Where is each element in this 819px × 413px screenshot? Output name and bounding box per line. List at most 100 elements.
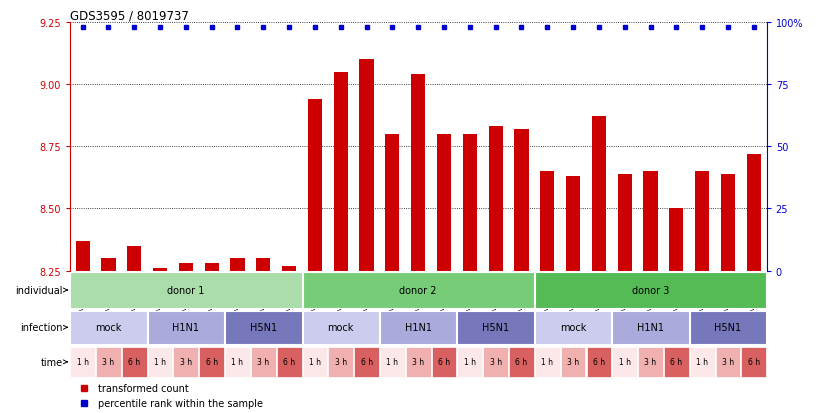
Bar bbox=[534, 273, 765, 308]
Text: 6 h: 6 h bbox=[206, 358, 218, 366]
Bar bbox=[643, 172, 657, 271]
Bar bbox=[307, 100, 322, 271]
Text: time: time bbox=[41, 357, 62, 367]
Bar bbox=[127, 246, 141, 271]
Text: 3 h: 3 h bbox=[489, 358, 501, 366]
Text: H1N1: H1N1 bbox=[405, 323, 431, 332]
Bar bbox=[276, 347, 301, 377]
Bar bbox=[153, 268, 167, 271]
Bar bbox=[302, 347, 327, 377]
Bar bbox=[462, 134, 477, 271]
Bar bbox=[437, 134, 450, 271]
Text: 1 h: 1 h bbox=[76, 358, 88, 366]
Text: 1 h: 1 h bbox=[386, 358, 398, 366]
Bar bbox=[204, 263, 219, 271]
Bar bbox=[282, 266, 296, 271]
Bar bbox=[122, 347, 147, 377]
Text: 3 h: 3 h bbox=[334, 358, 346, 366]
Text: donor 1: donor 1 bbox=[167, 285, 204, 295]
Text: 6 h: 6 h bbox=[360, 358, 372, 366]
Text: donor 2: donor 2 bbox=[399, 285, 437, 295]
Bar bbox=[560, 347, 585, 377]
Bar bbox=[586, 347, 610, 377]
Bar bbox=[302, 311, 378, 344]
Bar bbox=[488, 127, 502, 271]
Bar bbox=[637, 347, 662, 377]
Text: 1 h: 1 h bbox=[618, 358, 630, 366]
Bar bbox=[354, 347, 378, 377]
Text: 6 h: 6 h bbox=[283, 358, 295, 366]
Bar bbox=[540, 172, 554, 271]
Bar bbox=[689, 347, 713, 377]
Bar bbox=[102, 259, 115, 271]
Bar bbox=[379, 311, 456, 344]
Text: transformed count: transformed count bbox=[97, 382, 188, 393]
Bar bbox=[534, 311, 610, 344]
Bar bbox=[482, 347, 508, 377]
Bar bbox=[70, 273, 301, 308]
Text: donor 3: donor 3 bbox=[631, 285, 668, 295]
Bar bbox=[385, 134, 399, 271]
Bar bbox=[514, 129, 528, 271]
Bar bbox=[379, 347, 405, 377]
Text: 6 h: 6 h bbox=[128, 358, 140, 366]
Bar bbox=[251, 347, 275, 377]
Text: 1 h: 1 h bbox=[309, 358, 320, 366]
Bar bbox=[612, 311, 688, 344]
Bar bbox=[457, 311, 533, 344]
Text: H1N1: H1N1 bbox=[636, 323, 663, 332]
Text: 6 h: 6 h bbox=[515, 358, 527, 366]
Bar bbox=[75, 241, 89, 271]
Text: 1 h: 1 h bbox=[464, 358, 475, 366]
Bar bbox=[410, 75, 425, 271]
Text: 3 h: 3 h bbox=[179, 358, 192, 366]
Bar bbox=[70, 347, 95, 377]
Bar bbox=[225, 347, 250, 377]
Bar bbox=[509, 347, 533, 377]
Text: mock: mock bbox=[95, 323, 121, 332]
Bar bbox=[431, 347, 456, 377]
Text: 1 h: 1 h bbox=[695, 358, 708, 366]
Bar bbox=[147, 311, 224, 344]
Bar bbox=[359, 60, 373, 271]
Text: H5N1: H5N1 bbox=[713, 323, 740, 332]
Bar bbox=[225, 311, 301, 344]
Bar bbox=[302, 273, 533, 308]
Text: 3 h: 3 h bbox=[721, 358, 733, 366]
Bar bbox=[96, 347, 120, 377]
Bar bbox=[328, 347, 353, 377]
Text: 1 h: 1 h bbox=[154, 358, 166, 366]
Text: 3 h: 3 h bbox=[644, 358, 656, 366]
Text: 3 h: 3 h bbox=[566, 358, 578, 366]
Bar bbox=[720, 174, 734, 271]
Bar bbox=[617, 174, 631, 271]
Text: 3 h: 3 h bbox=[412, 358, 423, 366]
Bar bbox=[565, 177, 580, 271]
Text: 1 h: 1 h bbox=[541, 358, 553, 366]
Bar bbox=[715, 347, 740, 377]
Text: infection: infection bbox=[20, 323, 62, 332]
Text: 6 h: 6 h bbox=[437, 358, 450, 366]
Bar bbox=[534, 347, 559, 377]
Bar bbox=[179, 263, 192, 271]
Text: H1N1: H1N1 bbox=[172, 323, 199, 332]
Bar bbox=[663, 347, 688, 377]
Bar bbox=[591, 117, 605, 271]
Bar bbox=[256, 259, 270, 271]
Bar bbox=[333, 72, 347, 271]
Bar bbox=[695, 172, 708, 271]
Text: 1 h: 1 h bbox=[231, 358, 243, 366]
Bar bbox=[457, 347, 482, 377]
Bar bbox=[230, 259, 244, 271]
Bar bbox=[746, 154, 760, 271]
Text: mock: mock bbox=[327, 323, 354, 332]
Text: 3 h: 3 h bbox=[102, 358, 115, 366]
Bar bbox=[174, 347, 198, 377]
Text: 3 h: 3 h bbox=[257, 358, 269, 366]
Text: individual: individual bbox=[16, 285, 62, 295]
Text: H5N1: H5N1 bbox=[482, 323, 509, 332]
Bar bbox=[740, 347, 765, 377]
Bar bbox=[668, 209, 682, 271]
Bar bbox=[70, 311, 147, 344]
Text: percentile rank within the sample: percentile rank within the sample bbox=[97, 398, 262, 408]
